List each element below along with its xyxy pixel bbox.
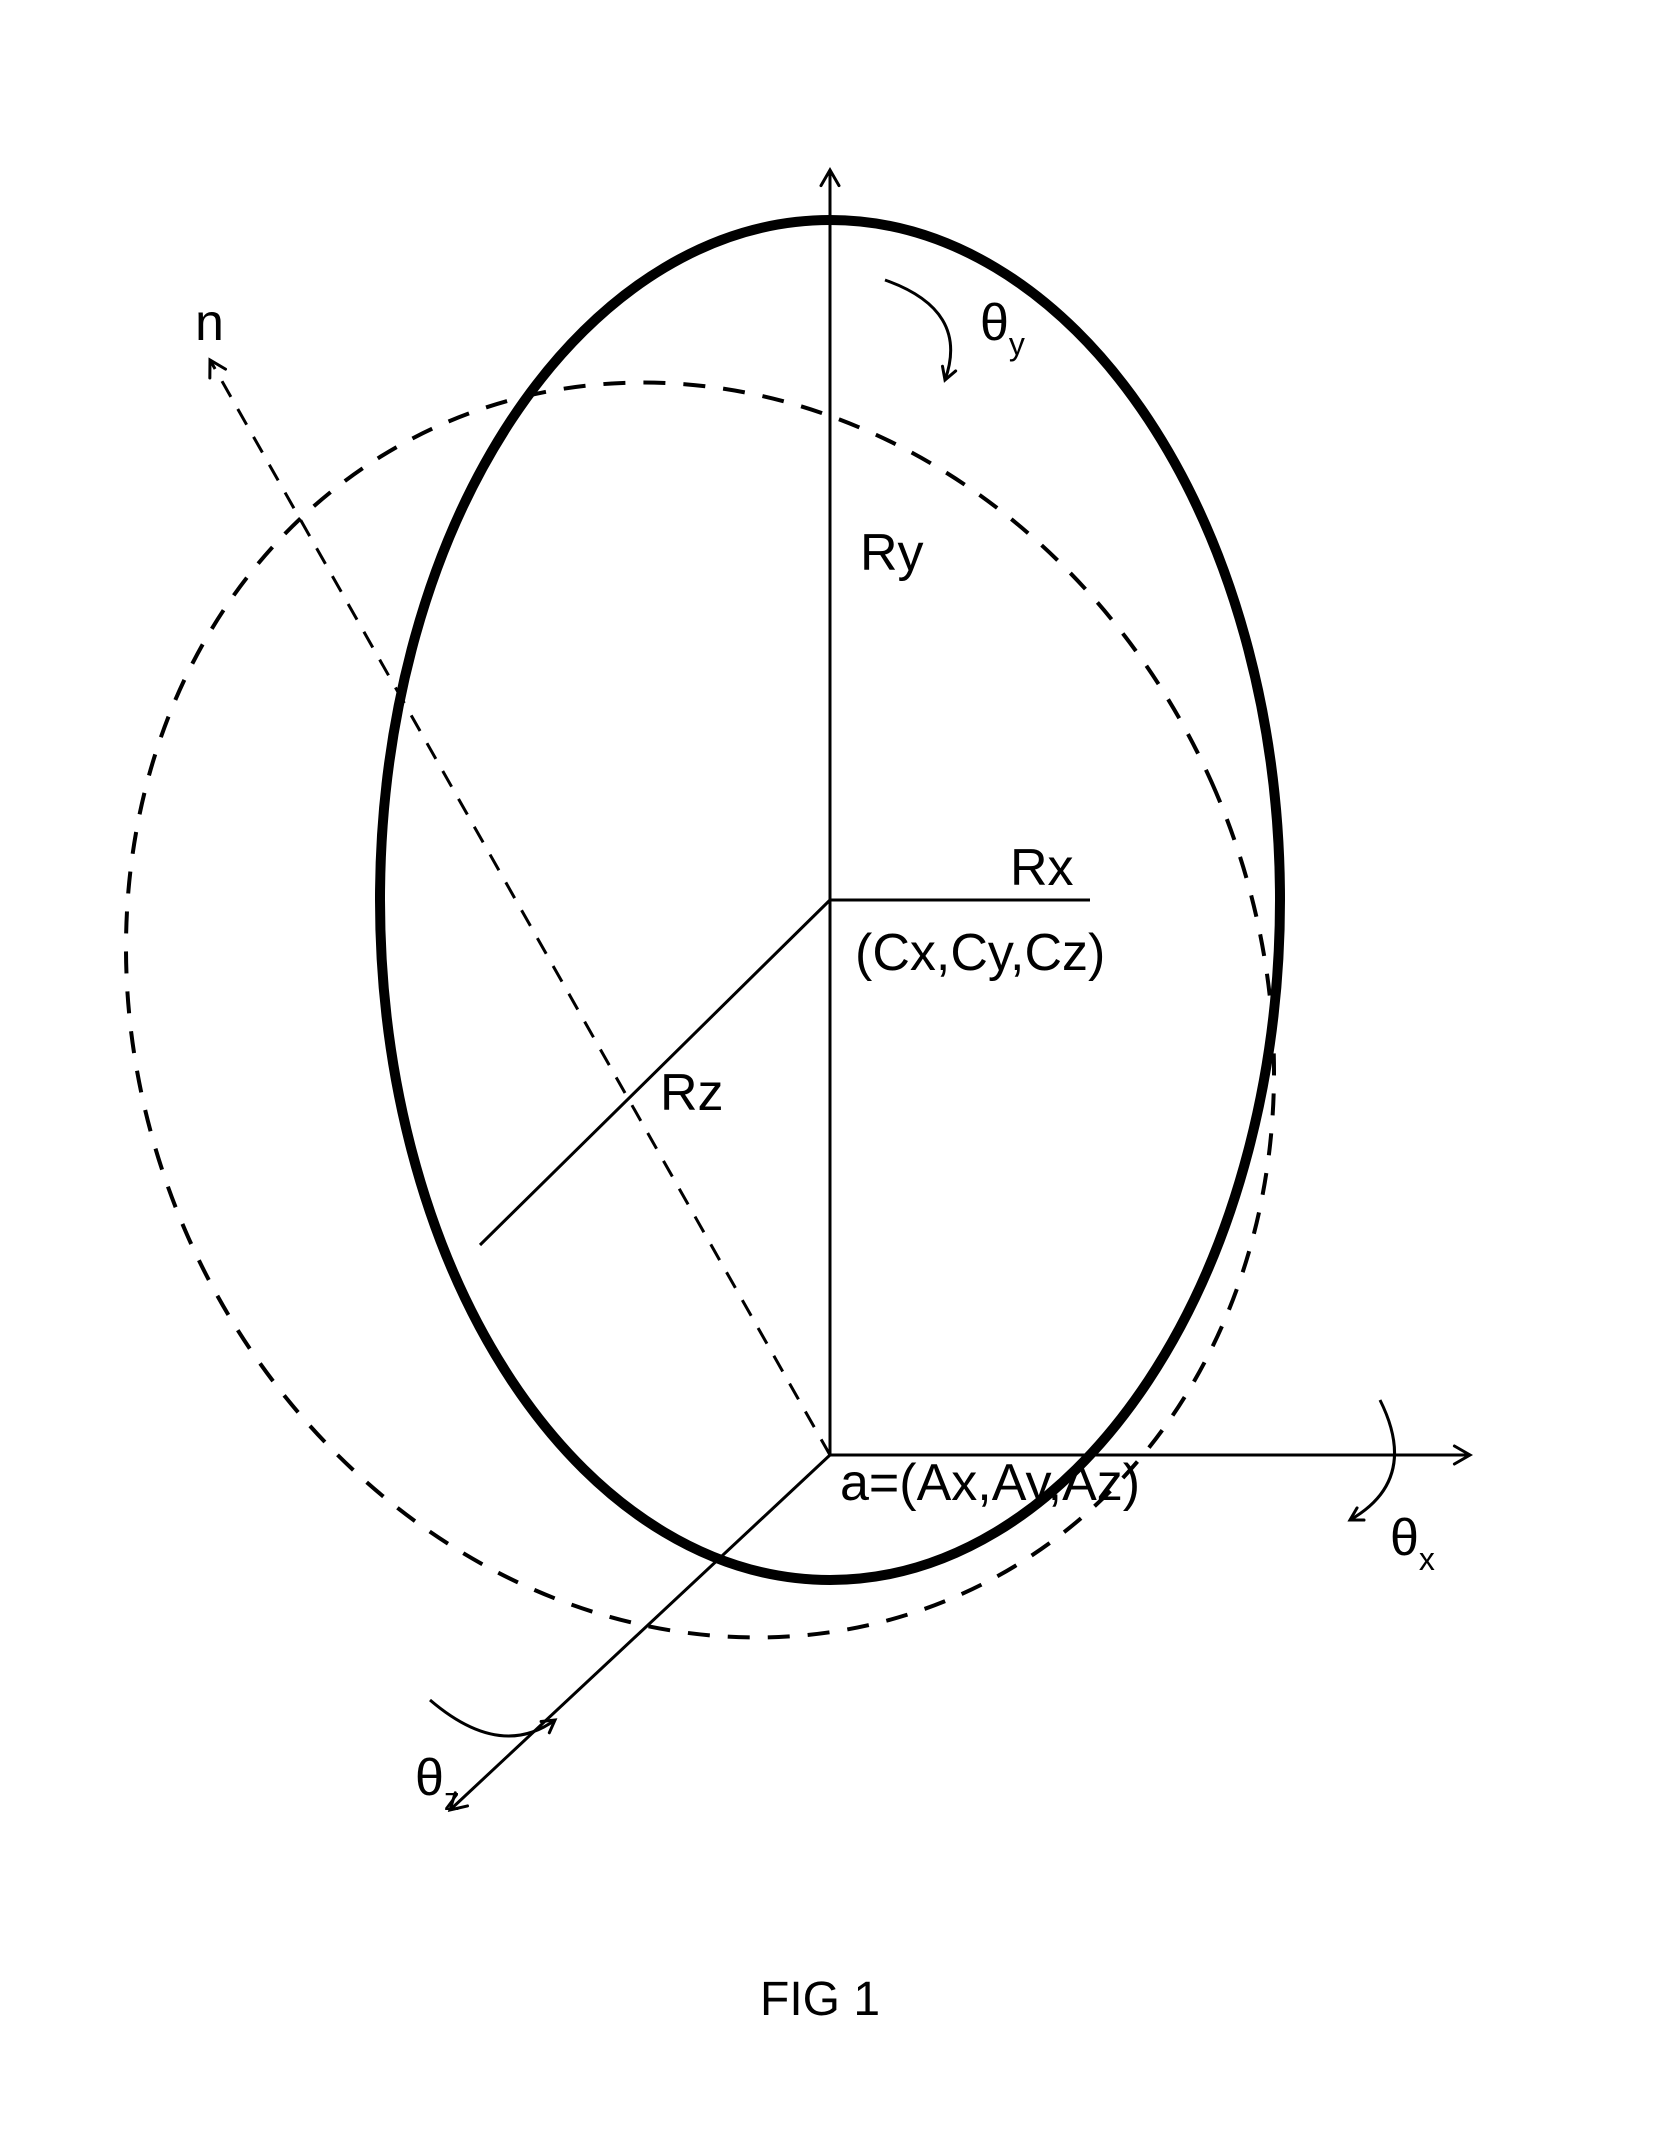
label-rz: Rz bbox=[660, 1064, 724, 1122]
label-a: a=(Ax,Ay,Az) bbox=[840, 1454, 1140, 1512]
figure-caption: FIG 1 bbox=[760, 1973, 880, 2026]
label-rx: Rx bbox=[1010, 839, 1074, 897]
label-n: n bbox=[195, 294, 224, 352]
label-center: (Cx,Cy,Cz) bbox=[855, 924, 1105, 982]
label-ry: Ry bbox=[860, 524, 924, 582]
